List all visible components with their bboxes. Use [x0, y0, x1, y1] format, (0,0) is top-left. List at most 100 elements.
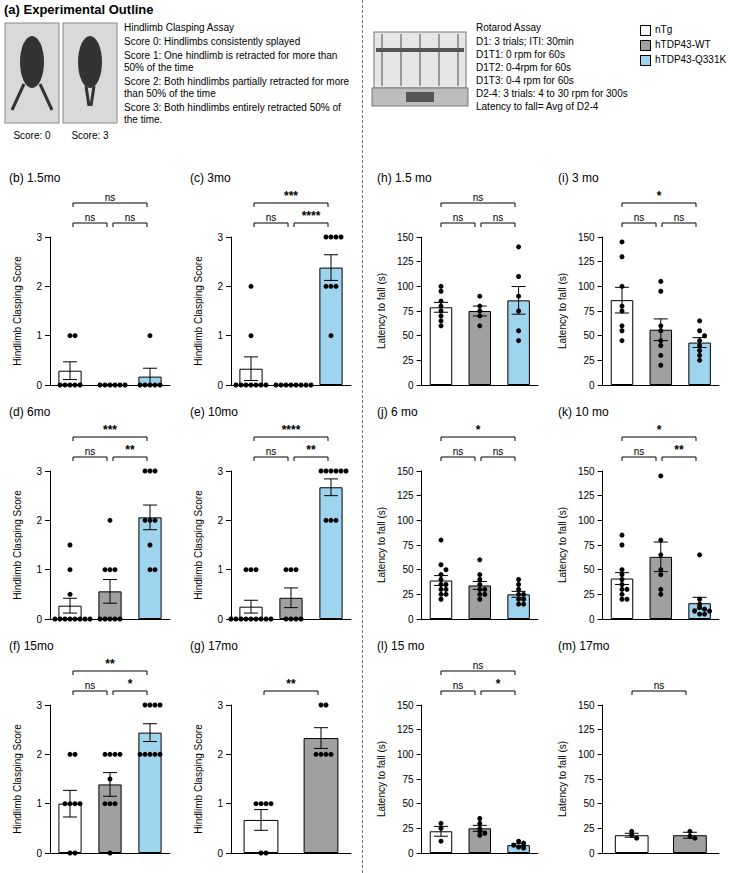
svg-text:150: 150 [397, 466, 414, 477]
svg-text:(b) 1.5mo: (b) 1.5mo [9, 171, 61, 185]
svg-text:(c) 3mo: (c) 3mo [190, 171, 231, 185]
svg-text:100: 100 [578, 281, 595, 292]
svg-text:ns: ns [453, 446, 464, 457]
svg-text:2: 2 [217, 515, 223, 526]
svg-text:2: 2 [36, 515, 42, 526]
svg-text:1: 1 [217, 564, 223, 575]
svg-text:ns: ns [493, 446, 504, 457]
svg-text:**: ** [674, 443, 684, 457]
svg-text:Hindlimb Clasping Score: Hindlimb Clasping Score [12, 724, 23, 834]
svg-text:Hindlimb Clasping Score: Hindlimb Clasping Score [12, 490, 23, 600]
svg-text:Latency to fall (s): Latency to fall (s) [557, 273, 568, 349]
svg-text:75: 75 [402, 306, 414, 317]
svg-text:(k) 10 mo: (k) 10 mo [558, 405, 609, 419]
svg-text:ns: ns [453, 680, 464, 691]
svg-text:*: * [476, 423, 481, 437]
svg-text:ns: ns [266, 212, 277, 223]
svg-text:0: 0 [408, 380, 414, 391]
svg-text:1: 1 [36, 330, 42, 341]
svg-text:1: 1 [36, 564, 42, 575]
svg-text:ns: ns [473, 192, 484, 203]
svg-text:**: ** [125, 443, 135, 457]
svg-text:****: **** [302, 209, 321, 223]
svg-text:1: 1 [217, 330, 223, 341]
svg-text:Hindlimb Clasping Score: Hindlimb Clasping Score [12, 256, 23, 366]
svg-text:150: 150 [578, 232, 595, 243]
svg-text:**: ** [286, 677, 296, 691]
svg-text:ns: ns [85, 680, 96, 691]
svg-text:(j) 6 mo: (j) 6 mo [377, 405, 418, 419]
svg-text:0: 0 [408, 848, 414, 859]
svg-text:75: 75 [583, 774, 595, 785]
svg-text:50: 50 [583, 564, 595, 575]
svg-text:3: 3 [36, 466, 42, 477]
svg-text:150: 150 [578, 700, 595, 711]
svg-text:100: 100 [397, 749, 414, 760]
svg-text:75: 75 [402, 540, 414, 551]
svg-text:ns: ns [453, 212, 464, 223]
svg-text:ns: ns [266, 446, 277, 457]
svg-text:Hindlimb Clasping Score: Hindlimb Clasping Score [193, 724, 204, 834]
svg-text:25: 25 [583, 823, 595, 834]
svg-text:150: 150 [397, 700, 414, 711]
svg-text:*: * [496, 677, 501, 691]
svg-text:125: 125 [578, 490, 595, 501]
svg-text:125: 125 [397, 724, 414, 735]
svg-text:50: 50 [583, 330, 595, 341]
svg-text:2: 2 [36, 749, 42, 760]
svg-text:0: 0 [408, 614, 414, 625]
svg-text:150: 150 [578, 466, 595, 477]
svg-text:***: *** [284, 189, 298, 203]
svg-text:100: 100 [397, 281, 414, 292]
svg-text:0: 0 [589, 614, 595, 625]
svg-text:Latency to fall (s): Latency to fall (s) [557, 741, 568, 817]
svg-text:125: 125 [578, 724, 595, 735]
svg-text:125: 125 [397, 490, 414, 501]
svg-text:25: 25 [402, 589, 414, 600]
svg-text:3: 3 [36, 700, 42, 711]
svg-text:ns: ns [85, 446, 96, 457]
svg-text:1: 1 [36, 798, 42, 809]
svg-text:25: 25 [583, 589, 595, 600]
svg-text:ns: ns [473, 660, 484, 671]
svg-text:0: 0 [217, 848, 223, 859]
svg-text:2: 2 [36, 281, 42, 292]
svg-text:ns: ns [85, 212, 96, 223]
svg-text:0: 0 [217, 380, 223, 391]
svg-text:Latency to fall (s): Latency to fall (s) [557, 507, 568, 583]
svg-text:*: * [657, 189, 662, 203]
svg-text:ns: ns [493, 212, 504, 223]
svg-text:0: 0 [36, 380, 42, 391]
svg-text:3: 3 [217, 700, 223, 711]
svg-text:*: * [128, 677, 133, 691]
svg-text:ns: ns [674, 212, 685, 223]
svg-text:Latency to fall (s): Latency to fall (s) [376, 741, 387, 817]
svg-text:(f) 15mo: (f) 15mo [9, 639, 54, 653]
svg-text:100: 100 [578, 749, 595, 760]
svg-text:125: 125 [397, 256, 414, 267]
svg-text:0: 0 [36, 848, 42, 859]
svg-text:50: 50 [402, 330, 414, 341]
svg-text:150: 150 [397, 232, 414, 243]
svg-text:50: 50 [402, 798, 414, 809]
svg-text:**: ** [105, 657, 115, 671]
svg-text:25: 25 [583, 355, 595, 366]
svg-text:3: 3 [217, 232, 223, 243]
svg-text:100: 100 [578, 515, 595, 526]
svg-text:(m) 17mo: (m) 17mo [558, 639, 610, 653]
svg-text:**: ** [306, 443, 316, 457]
svg-text:ns: ns [634, 212, 645, 223]
svg-text:3: 3 [36, 232, 42, 243]
svg-text:25: 25 [402, 823, 414, 834]
svg-text:(l) 15 mo: (l) 15 mo [377, 639, 425, 653]
svg-text:(g) 17mo: (g) 17mo [190, 639, 238, 653]
svg-text:****: **** [282, 423, 301, 437]
svg-text:25: 25 [402, 355, 414, 366]
svg-text:***: *** [103, 423, 117, 437]
svg-text:Hindlimb Clasping Score: Hindlimb Clasping Score [193, 490, 204, 600]
svg-text:0: 0 [36, 614, 42, 625]
svg-text:Hindlimb Clasping Score: Hindlimb Clasping Score [193, 256, 204, 366]
svg-text:1: 1 [217, 798, 223, 809]
svg-text:2: 2 [217, 281, 223, 292]
svg-text:(i) 3 mo: (i) 3 mo [558, 171, 599, 185]
